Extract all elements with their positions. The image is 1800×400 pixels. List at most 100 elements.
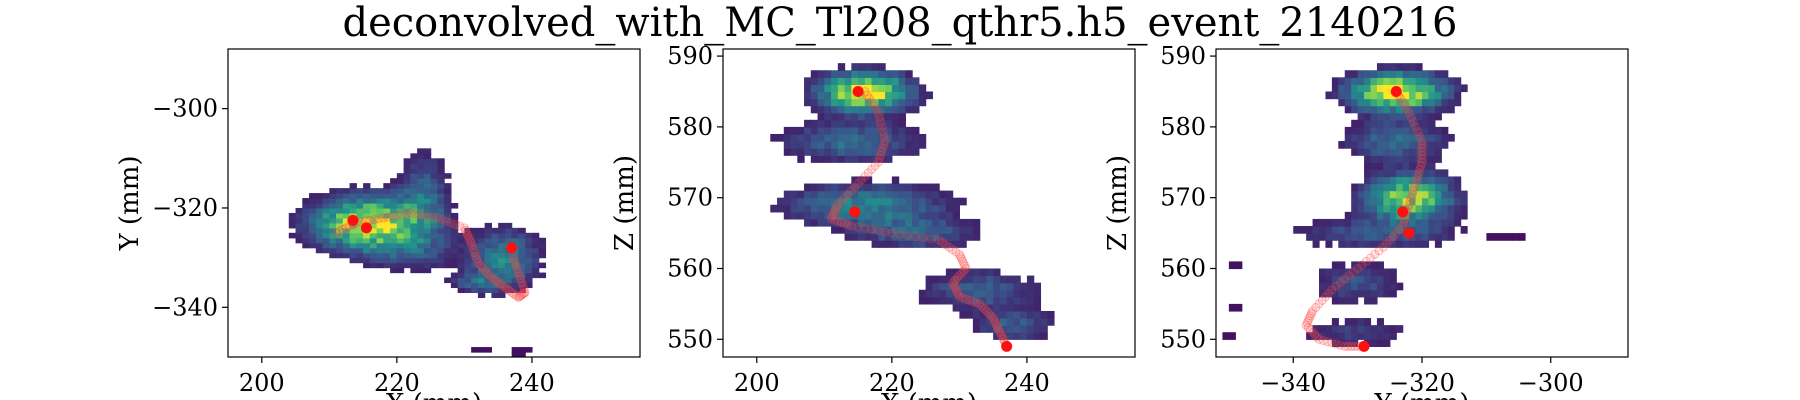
heatmap-cell [1434, 169, 1442, 178]
heatmap-cell [390, 222, 398, 229]
heatmap-cell [898, 190, 906, 199]
track-point [466, 238, 476, 248]
heatmap-cell [1383, 183, 1391, 192]
heatmap-cell [945, 197, 954, 206]
heatmap-cell [844, 119, 852, 128]
heatmap-cell [905, 70, 913, 78]
figure-title: deconvolved_with_MC_Tl208_qthr5.h5_event… [343, 0, 1458, 46]
heatmap-cell [403, 158, 411, 164]
true-track [331, 208, 530, 302]
heatmap-cell [1364, 148, 1372, 156]
heatmap-cell [450, 247, 459, 254]
heatmap-cell [1415, 77, 1423, 86]
heatmap-cell [1306, 332, 1314, 340]
heatmap-cell [864, 119, 873, 128]
heatmap-cell [797, 126, 805, 135]
track-point [1366, 253, 1375, 263]
track-point [509, 289, 519, 299]
extreme-marker [1001, 340, 1013, 352]
heatmap-cell [336, 242, 344, 249]
heatmap-cell [1370, 226, 1378, 234]
track-point [918, 233, 928, 243]
heatmap-cell [538, 237, 547, 244]
heatmap-cell [1486, 233, 1494, 241]
heatmap-cell [817, 148, 825, 156]
heatmap-cell [817, 204, 825, 213]
heatmap-cell [837, 190, 846, 199]
heatmap-cell [1319, 282, 1327, 291]
heatmap-cell [356, 257, 364, 264]
track-point [989, 315, 999, 325]
track-point [1327, 285, 1337, 295]
heatmap-cell [1415, 162, 1423, 170]
heatmap-cell [1389, 98, 1397, 107]
heatmap-cell [864, 155, 873, 163]
heatmap-cell [1441, 169, 1449, 178]
heatmap-cell [986, 303, 994, 312]
heatmap-cell [417, 203, 425, 209]
heatmap-cell [824, 119, 832, 128]
heatmap-cell [1396, 112, 1404, 121]
heatmap-cell [531, 247, 540, 254]
heatmap-cell [484, 267, 493, 274]
heatmap-cell [1454, 84, 1462, 93]
heatmap-cell [477, 282, 486, 289]
heatmap-cell [925, 289, 933, 298]
track-point [995, 327, 1005, 337]
heatmap-cell [858, 197, 866, 206]
heatmap-cell [817, 70, 825, 78]
track-point [850, 182, 860, 192]
heatmap-cell [1013, 303, 1021, 312]
track-point [401, 209, 411, 219]
heatmap-cell [1415, 91, 1423, 100]
plot-area [1222, 63, 1526, 352]
heatmap-cell [905, 98, 913, 107]
heatmap-cell [430, 247, 438, 254]
heatmap-cell [905, 91, 913, 100]
heatmap-cell [804, 126, 812, 135]
heatmap-cell [878, 105, 886, 114]
heatmap-cell [1447, 233, 1455, 241]
track-point [1306, 308, 1316, 318]
heatmap-cell [1033, 310, 1042, 319]
track-point [1357, 260, 1367, 270]
heatmap-cell [1422, 112, 1430, 121]
heatmap-cell [945, 211, 954, 220]
heatmap-cell [972, 289, 981, 298]
track-point [1370, 249, 1380, 259]
heatmap-cell [1389, 70, 1397, 78]
heatmap-cell [1026, 289, 1035, 298]
heatmap-cell [383, 232, 391, 239]
heatmap-cell [417, 222, 425, 229]
heatmap-cell [1376, 268, 1384, 277]
heatmap-cell [1389, 240, 1397, 248]
heatmap-cell [1364, 218, 1372, 227]
heatmap-cell [1331, 332, 1339, 340]
heatmap-cell [1422, 155, 1430, 163]
heatmap-cell [1402, 70, 1410, 78]
heatmap-cell [1370, 275, 1378, 284]
track-point [1404, 200, 1414, 210]
heatmap-cell [1364, 190, 1372, 199]
heatmap-cell [477, 272, 486, 279]
heatmap-cell [1006, 275, 1015, 284]
track-point [1311, 302, 1321, 312]
track-point [934, 235, 944, 245]
heatmap-cell [525, 232, 533, 239]
heatmap-cell [783, 211, 792, 220]
heatmap-cell [831, 218, 839, 227]
track-point [1405, 196, 1415, 206]
heatmap-cell [450, 277, 459, 284]
heatmap-cell [1370, 70, 1378, 78]
track-point [1340, 341, 1350, 351]
track-point [944, 242, 954, 252]
heatmap-cell [336, 188, 344, 194]
heatmap-cell [871, 148, 879, 156]
heatmap-cell [993, 310, 1001, 319]
heatmap-cell [932, 183, 940, 192]
heatmap-cell [1026, 275, 1035, 284]
heatmap-cell [1383, 162, 1391, 170]
heatmap-cell [390, 217, 398, 224]
heatmap-cell [444, 183, 452, 189]
heatmap-cell [1422, 91, 1430, 100]
